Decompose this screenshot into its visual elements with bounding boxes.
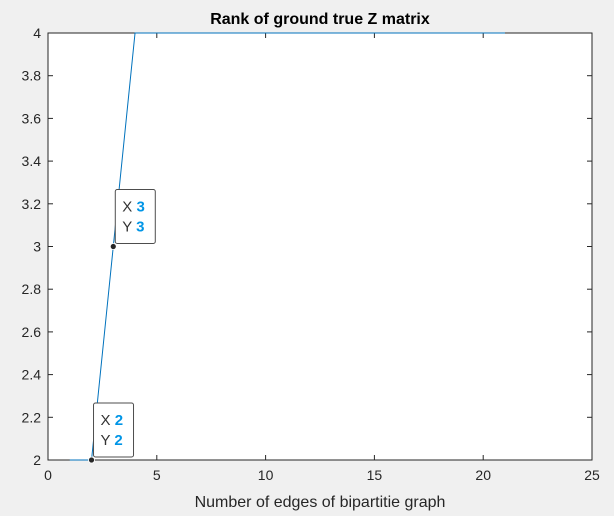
y-tick-label: 3.8 [22, 68, 42, 84]
y-tick-label: 2.2 [22, 409, 42, 425]
data-tip-marker[interactable] [109, 243, 117, 250]
x-tick-labels: 0 5 10 15 20 25 [44, 467, 600, 483]
data-tip-x-key: X [101, 412, 115, 429]
y-tick-label: 2.8 [22, 281, 42, 297]
data-tip-y-key: Y [101, 432, 115, 449]
x-axis-title: Number of edges of bipartitie graph [195, 494, 446, 511]
data-tip[interactable]: X 2Y 2 [88, 402, 135, 464]
data-tip-y-key: Y [122, 219, 136, 236]
y-tick-label: 2.4 [22, 367, 42, 383]
data-tip-x-key: X [122, 199, 136, 216]
data-tip-x-value: 3 [136, 199, 144, 216]
data-tip[interactable]: X 3Y 3 [109, 189, 156, 250]
plot-area [47, 32, 593, 461]
data-tip-x-row: X 3 [122, 199, 145, 216]
data-tip-y-value: 3 [136, 219, 144, 236]
x-tick-label: 25 [584, 467, 600, 483]
chart-title: Rank of ground true Z matrix [210, 11, 430, 28]
data-tip-x-value: 2 [115, 412, 123, 429]
data-tip-x-row: X 2 [101, 412, 124, 429]
data-tip-marker[interactable] [88, 456, 95, 464]
data-tip-y-value: 2 [114, 432, 122, 449]
tick-marks [47, 32, 593, 461]
y-tick-label: 2 [33, 452, 41, 468]
y-tick-label: 2.6 [22, 324, 42, 340]
y-tick-label: 3.6 [22, 110, 42, 126]
series-layer [69, 32, 505, 461]
y-tick-label: 3.2 [22, 196, 42, 212]
y-tick-label: 4 [33, 25, 41, 41]
data-tip-box [93, 402, 135, 458]
x-tick-label: 0 [44, 467, 52, 483]
x-tick-label: 10 [258, 467, 274, 483]
series-line [69, 32, 505, 461]
y-tick-label: 3 [33, 239, 41, 255]
data-tip-box [114, 189, 156, 244]
x-tick-label: 15 [367, 467, 383, 483]
y-tick-labels: 2 2.2 2.4 2.6 2.8 3 3.2 3.4 3.6 3.8 4 [22, 25, 42, 468]
data-tip-y-row: Y 3 [122, 219, 144, 236]
data-tips-layer[interactable]: X 3Y 3X 2Y 2 [88, 189, 156, 464]
x-tick-label: 20 [475, 467, 491, 483]
y-tick-label: 3.4 [22, 153, 42, 169]
x-tick-label: 5 [153, 467, 161, 483]
data-tip-y-row: Y 2 [101, 432, 123, 449]
